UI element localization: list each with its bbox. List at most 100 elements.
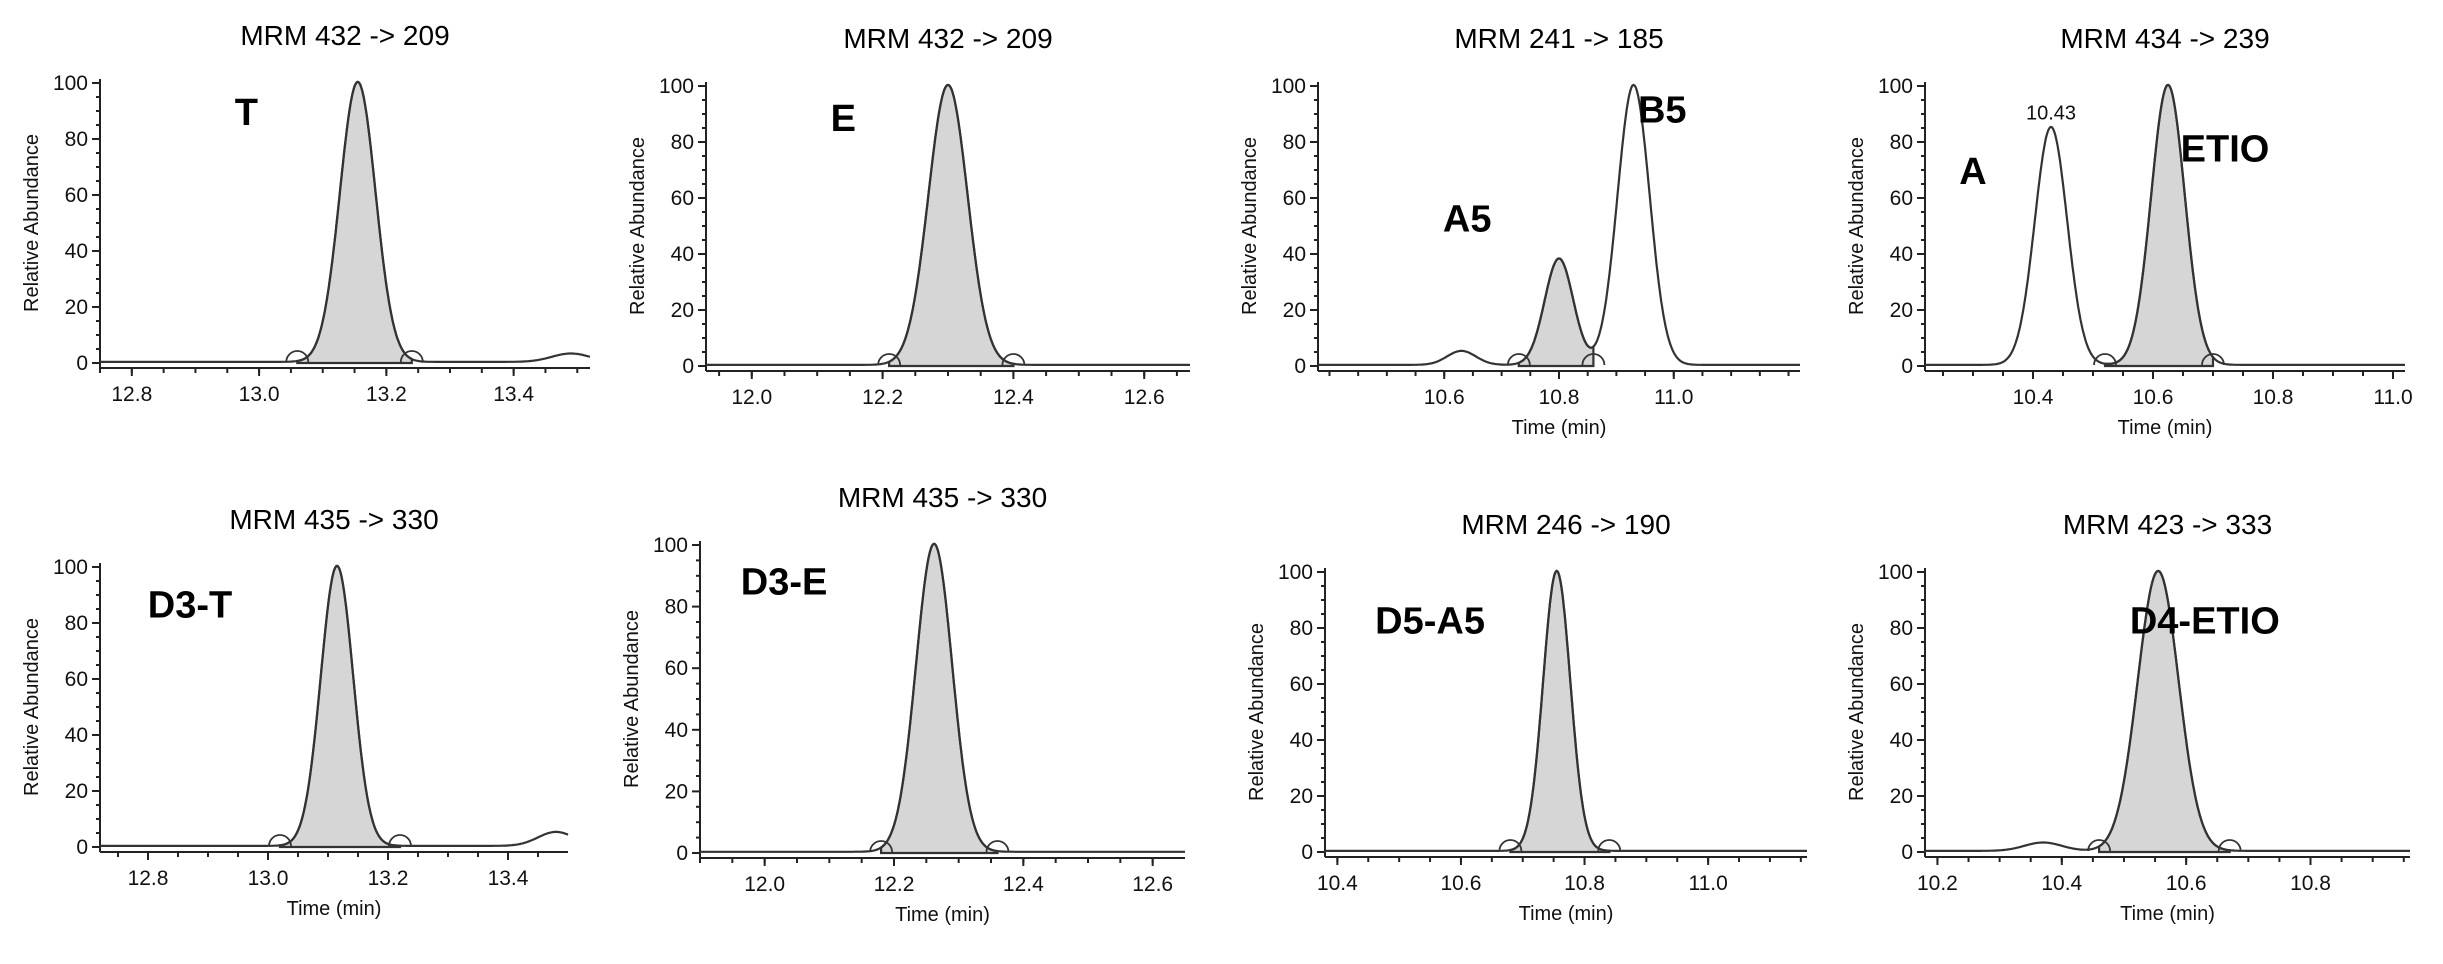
chromatogram-trace [100, 564, 569, 847]
x-tick-label: 12.6 [1124, 386, 1165, 409]
chromatogram-trace [706, 83, 1190, 366]
x-tick-label: 12.0 [744, 873, 785, 896]
y-axis-title: Relative Abundance [1846, 623, 1868, 801]
y-tick-label: 100 [53, 72, 88, 95]
compound-label: A5 [1443, 199, 1492, 241]
integration-marker [869, 840, 893, 853]
chromatogram-trace [700, 542, 1185, 853]
y-axis-title: Relative Abundance [1246, 623, 1268, 801]
x-axis-title: Time (min) [1519, 903, 1614, 925]
x-tick-label: 10.4 [2041, 872, 2082, 895]
x-tick-label: 13.2 [368, 867, 409, 890]
compound-label: D3-T [148, 584, 232, 626]
x-axis-title: Time (min) [1512, 417, 1607, 439]
integration-marker [1581, 353, 1606, 366]
y-tick-label: 100 [53, 556, 88, 579]
x-tick-label: 13.4 [488, 867, 529, 890]
compound-label: ETIO [2181, 129, 2270, 171]
y-tick-label: 80 [65, 128, 88, 151]
chromatogram-trace [100, 80, 591, 363]
x-tick-label: 11.0 [1688, 872, 1727, 895]
compound-label: D4-ETIO [2130, 601, 2280, 643]
y-tick-label: 60 [671, 187, 694, 210]
panel-title: MRM 434 -> 239 [2060, 23, 2269, 54]
y-tick-label: 40 [65, 240, 88, 263]
y-tick-label: 40 [1290, 729, 1313, 752]
x-tick-label: 10.6 [2166, 872, 2207, 895]
y-axis-title: Relative Abundance [21, 134, 43, 312]
y-tick-label: 20 [671, 299, 694, 322]
y-tick-label: 60 [65, 184, 88, 207]
integration-marker [1001, 353, 1026, 366]
y-tick-label: 0 [76, 352, 88, 375]
x-tick-label: 12.2 [874, 873, 915, 896]
integrated-peak [1509, 569, 1611, 854]
x-tick-label: 13.4 [493, 383, 534, 406]
y-tick-label: 20 [1890, 299, 1913, 322]
panel-title: MRM 246 -> 190 [1461, 509, 1670, 540]
compound-label: B5 [1638, 89, 1687, 131]
panel-title: MRM 432 -> 209 [843, 23, 1052, 54]
panel-title: MRM 423 -> 333 [2063, 509, 2272, 540]
integrated-peak [278, 564, 402, 849]
y-tick-label: 0 [682, 355, 694, 378]
y-tick-label: 20 [1290, 785, 1313, 808]
y-tick-label: 80 [1890, 131, 1913, 154]
x-tick-label: 10.4 [2013, 386, 2054, 409]
x-tick-label: 10.6 [2133, 386, 2174, 409]
integration-marker [399, 350, 424, 363]
y-tick-label: 40 [665, 719, 688, 742]
y-tick-label: 100 [1278, 561, 1313, 584]
compound-label: D5-A5 [1375, 601, 1485, 643]
chart-panel-8: MRM 423 -> 333 0 20 40 60 80 100 10.2 10.4 10.6 10… [1846, 509, 2410, 925]
y-tick-label: 40 [1283, 243, 1306, 266]
x-tick-label: 11.0 [2373, 386, 2412, 409]
y-tick-label: 60 [1890, 187, 1913, 210]
chart-panel-2: MRM 432 -> 209 0 20 40 60 80 100 12.0 12.2 12.4 12… [627, 23, 1190, 409]
retention-time-annotation: 10.43 [2026, 103, 2076, 125]
compound-label: D3-E [741, 561, 828, 603]
chart-panel-7: MRM 246 -> 190 0 20 40 60 80 100 10.4 10.6 10.8 11… [1246, 509, 1807, 925]
chart-panel-3: MRM 241 -> 185 0 20 40 60 80 100 10.6 10.8 11.0 Re… [1239, 23, 1800, 439]
y-axis-title: Relative Abundance [21, 618, 43, 796]
x-tick-label: 10.6 [1441, 872, 1482, 895]
chart-panel-5: MRM 435 -> 330 0 20 40 60 80 100 12.8 13.0 13.2 13… [21, 504, 569, 920]
compound-label: T [235, 92, 258, 134]
integrated-peak [296, 80, 413, 365]
panel-title: MRM 435 -> 330 [229, 504, 438, 535]
y-tick-label: 0 [676, 842, 688, 865]
y-axis-title: Relative Abundance [1846, 137, 1868, 315]
x-tick-label: 13.0 [239, 383, 280, 406]
integration-marker [2201, 353, 2225, 366]
chromatogram-trace [1318, 83, 1800, 366]
y-tick-label: 20 [65, 296, 88, 319]
y-tick-label: 40 [1890, 729, 1913, 752]
chart-panel-6: MRM 435 -> 330 0 20 40 60 80 100 12.0 12.2 12.4 12… [621, 482, 1185, 926]
y-tick-label: 60 [1290, 673, 1313, 696]
y-tick-label: 20 [665, 780, 688, 803]
x-tick-label: 11.0 [1654, 386, 1693, 409]
y-tick-label: 0 [1294, 355, 1306, 378]
compound-label: E [831, 98, 856, 140]
x-tick-label: 12.4 [1003, 873, 1044, 896]
y-tick-label: 40 [65, 724, 88, 747]
x-tick-label: 12.8 [111, 383, 152, 406]
integration-marker [2093, 353, 2117, 366]
x-axis-title: Time (min) [895, 904, 990, 926]
y-tick-label: 60 [1890, 673, 1913, 696]
y-tick-label: 20 [65, 780, 88, 803]
x-tick-label: 10.8 [2290, 872, 2331, 895]
y-tick-label: 0 [1901, 355, 1913, 378]
y-tick-label: 80 [1283, 131, 1306, 154]
x-tick-label: 13.0 [248, 867, 289, 890]
chromatogram-trace [1925, 569, 2410, 852]
y-tick-label: 40 [671, 243, 694, 266]
y-tick-label: 100 [1878, 561, 1913, 584]
integration-marker [285, 350, 310, 363]
x-tick-label: 12.4 [993, 386, 1034, 409]
y-tick-label: 20 [1890, 785, 1913, 808]
y-tick-label: 100 [1878, 75, 1913, 98]
y-tick-label: 0 [76, 836, 88, 859]
y-tick-label: 100 [659, 75, 694, 98]
